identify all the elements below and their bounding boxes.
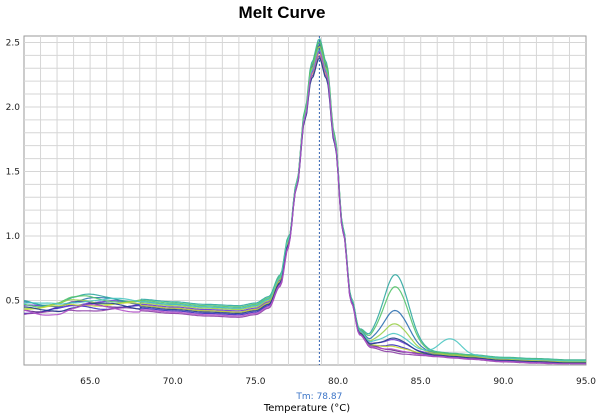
x-tick-label: 95.0 <box>576 377 596 387</box>
melt-series-line <box>24 57 586 364</box>
chart-title: Melt Curve <box>239 3 326 22</box>
y-tick-label: 0.5 <box>6 296 20 306</box>
x-axis-label: Temperature (°C) <box>263 403 350 414</box>
y-tick-label: 2.5 <box>6 38 20 48</box>
x-tick-label: 80.0 <box>328 377 348 387</box>
x-tick-label: 70.0 <box>163 377 183 387</box>
melt-series-line <box>23 50 586 365</box>
x-tick-label: 75.0 <box>245 377 265 387</box>
curves <box>23 37 586 365</box>
tm-label: Tm: 78.87 <box>295 392 342 402</box>
x-tick-label: 85.0 <box>411 377 431 387</box>
x-tick-label: 90.0 <box>493 377 513 387</box>
y-tick-label: 1.5 <box>6 167 20 177</box>
x-tick-label: 65.0 <box>80 377 100 387</box>
y-tick-label: 2.0 <box>6 103 21 113</box>
ticks: 65.0 70.0 75.0 80.0 85.0 90.0 95.0 0.5 1.0 1.5 2.0… <box>6 38 597 387</box>
y-tick-label: 1.0 <box>6 232 21 242</box>
